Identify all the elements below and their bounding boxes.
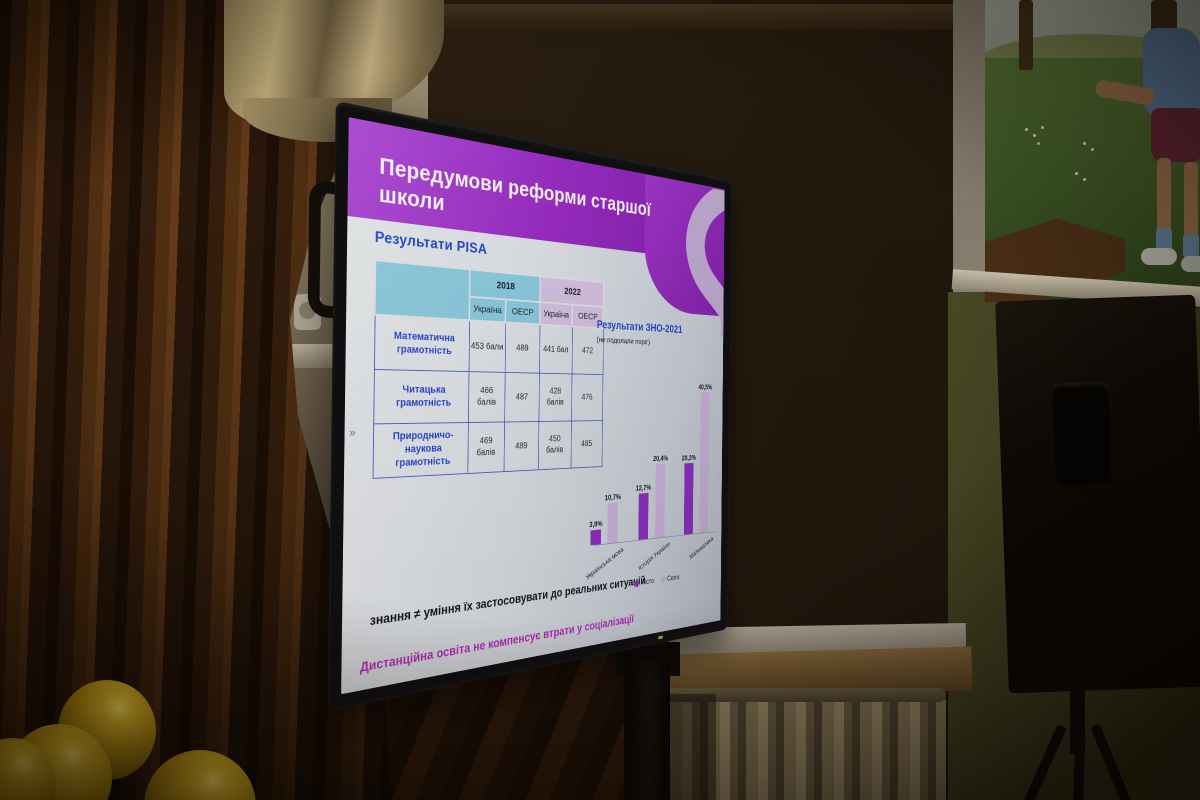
bar-pair: 20,2% 40,5% (681, 383, 712, 535)
tv-display: Передумови реформи старшої школи » Резул… (307, 100, 733, 711)
bar-wrap: 20,2% (681, 454, 696, 535)
table-corner-cell (374, 260, 470, 321)
table-cell: 453 бали (468, 320, 506, 372)
bar-pair: 3,9% 10,7% (589, 493, 621, 546)
bar-wrap: 3,9% (589, 519, 603, 546)
bar-value-label: 20,2% (681, 453, 697, 463)
table-row-label: Математична грамотність (373, 314, 470, 372)
bar (683, 462, 694, 535)
edge-marker: » (349, 425, 356, 440)
mural-child-shorts (1151, 108, 1200, 162)
zno-section: Результати ЗНО-2021 (не подолали поріг) … (585, 318, 717, 594)
bar (607, 502, 618, 544)
table-cell: 428 балів (538, 372, 572, 422)
bar-value-label: 12,7% (635, 483, 652, 493)
bar (699, 392, 710, 533)
bar (655, 463, 666, 538)
table-cell: 487 (504, 371, 540, 422)
bar-wrap: 10,7% (604, 493, 621, 544)
bar (638, 492, 649, 540)
zno-chart-plot: 3,9% 10,7% Українська мова 12,7% 20,4% Історі… (585, 367, 717, 582)
legend-label: Село (666, 572, 680, 583)
table-row: Природничо-наукова грамотність 469 балів 4… (372, 420, 603, 478)
table-row-label: Природничо-наукова грамотність (372, 422, 469, 478)
table-cell: 489 (504, 322, 540, 373)
table-cell: 466 балів (468, 371, 505, 423)
bar (590, 529, 602, 546)
mural-child-leg (1184, 162, 1198, 240)
subheader-cell: ОЕСР (505, 299, 540, 325)
bar-wrap: 40,5% (697, 383, 712, 533)
wall-mural (985, 0, 1200, 302)
subheader-cell: Україна (539, 302, 573, 327)
bar-value-label: 10,7% (604, 492, 621, 503)
table-cell: 450 балів (538, 420, 572, 470)
speaker (995, 294, 1200, 694)
legend-item: Село (661, 573, 679, 583)
bar-value-label: 40,5% (698, 383, 713, 391)
mural-child-shoe (1181, 256, 1200, 272)
roller-blind-tube (428, 4, 968, 30)
table-cell: 469 балів (467, 421, 505, 474)
pisa-table: 2018 2022 Україна ОЕСР Україна ОЕСР Математичн… (372, 259, 605, 478)
legend-item: Місто (634, 577, 654, 588)
power-led-icon (658, 635, 663, 640)
subheader-cell: Україна (469, 296, 506, 323)
tv-frame: Передумови реформи старшої школи » Резул… (327, 100, 733, 711)
bar-wrap: 12,7% (635, 483, 651, 540)
bar-value-label: 3,9% (589, 519, 603, 529)
mural-child-leg (1157, 158, 1171, 234)
mural-flowers (1025, 128, 1028, 131)
mural-child-sock (1183, 234, 1199, 258)
bar-group: 3,9% 10,7% Українська мова (585, 493, 625, 582)
legend-label: Місто (640, 576, 655, 587)
table-cell: 489 (503, 421, 539, 472)
zno-subheading: (не подолали поріг) (596, 335, 651, 347)
table-cell: 441 бал (539, 324, 573, 374)
bar-group: 12,7% 20,4% Історія України (635, 454, 671, 572)
legend-swatch (661, 576, 666, 583)
pisa-section: Результати PISA 2018 2022 Україна ОЕСР Украї… (372, 229, 608, 478)
mural-tree-trunk (1019, 0, 1033, 70)
speaker-handle (1050, 381, 1114, 486)
table-row-label: Читацька грамотність (373, 368, 469, 424)
bar-value-label: 20,4% (653, 454, 669, 463)
bar-pair: 12,7% 20,4% (635, 454, 668, 540)
bar-wrap: 20,4% (652, 454, 668, 538)
legend-swatch (634, 580, 639, 587)
bar-group: 20,2% 40,5% Математика (681, 383, 714, 561)
table-row: Читацька грамотність 466 балів 487 428 балі… (373, 368, 603, 424)
tv-screen: Передумови реформи старшої школи » Резул… (341, 117, 725, 695)
mural-child-shoe (1141, 248, 1177, 265)
